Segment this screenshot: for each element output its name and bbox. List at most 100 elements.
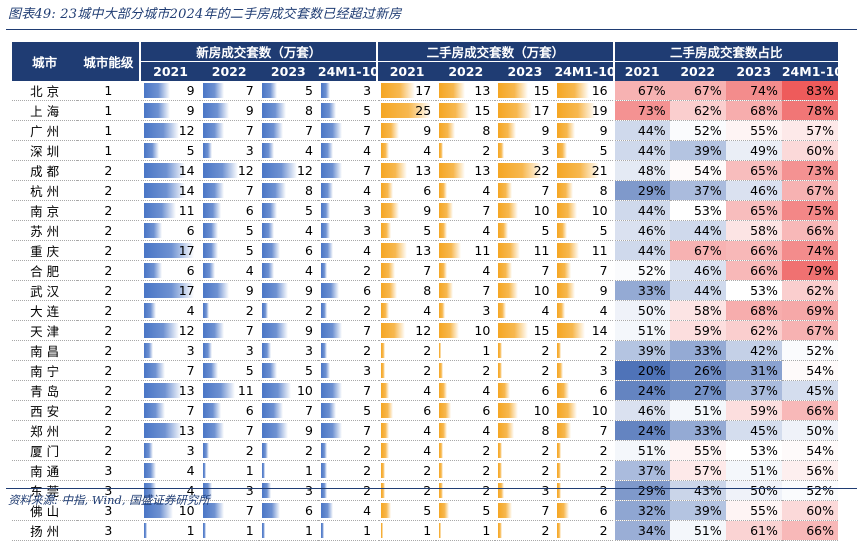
second-hand-share-cell: 52%: [781, 340, 838, 361]
new-sales-bar: [144, 283, 195, 298]
new-sales-cell: 2: [317, 340, 378, 361]
second-hand-sales-value: 7: [541, 503, 550, 518]
new-sales-cell: 2: [258, 300, 318, 321]
second-hand-sales-bar: [557, 483, 562, 498]
second-hand-share-cell: 45%: [781, 380, 838, 401]
new-sales-cell: 1: [199, 520, 259, 541]
second-hand-share-cell: 59%: [725, 400, 782, 421]
second-hand-sales-value: 4: [541, 303, 550, 318]
new-sales-value: 6: [245, 403, 254, 418]
second-hand-sales-bar: [498, 163, 543, 178]
new-sales-value: 2: [245, 303, 254, 318]
new-sales-value: 8: [304, 103, 313, 118]
second-hand-sales-bar: [381, 483, 386, 498]
second-hand-sales-value: 2: [541, 523, 550, 538]
new-sales-value: 4: [363, 183, 372, 198]
new-sales-value: 7: [304, 123, 313, 138]
second-hand-share-cell: 48%: [612, 160, 670, 181]
second-hand-share-cell: 44%: [669, 220, 726, 241]
second-hand-share-cell: 66%: [725, 260, 782, 281]
second-hand-share-cell: 46%: [612, 220, 670, 241]
second-hand-share-cell: 60%: [781, 140, 838, 161]
new-sales-bar: [202, 383, 235, 398]
new-sales-value: 3: [363, 223, 372, 238]
new-sales-bar: [320, 103, 336, 118]
new-sales-cell: 5: [317, 400, 378, 421]
second-hand-sales-cell: 2: [376, 460, 437, 481]
second-hand-sales-value: 25: [415, 103, 432, 118]
second-hand-sales-cell: 11: [495, 240, 555, 261]
second-hand-sales-value: 6: [599, 383, 608, 398]
city-name: 西安: [12, 400, 78, 421]
second-hand-sales-bar: [381, 183, 394, 198]
second-hand-sales-bar: [439, 203, 454, 218]
new-sales-bar: [144, 523, 148, 538]
new-sales-value: 2: [304, 303, 313, 318]
second-hand-sales-value: 7: [482, 283, 491, 298]
city-name: 厦门: [12, 440, 78, 461]
new-sales-value: 12: [237, 163, 254, 178]
second-hand-sales-cell: 6: [554, 380, 614, 401]
new-sales-bar: [320, 263, 327, 278]
new-sales-cell: 1: [199, 460, 259, 481]
new-sales-bar: [144, 383, 183, 398]
second-hand-share-cell: 44%: [612, 140, 670, 161]
new-sales-value: 10: [296, 383, 313, 398]
second-hand-share-cell: 44%: [669, 280, 726, 301]
second-hand-share-cell: 49%: [725, 140, 782, 161]
second-hand-sales-cell: 1: [436, 340, 496, 361]
second-hand-sales-cell: 21: [554, 160, 614, 181]
new-sales-value: 7: [363, 323, 372, 338]
header-year: 24M1-10: [781, 61, 838, 81]
new-sales-cell: 2: [317, 480, 378, 501]
new-sales-value: 4: [304, 223, 313, 238]
second-hand-sales-bar: [498, 243, 521, 258]
second-hand-share-cell: 62%: [781, 280, 838, 301]
new-sales-bar: [202, 223, 218, 238]
second-hand-sales-cell: 9: [376, 200, 437, 221]
new-sales-bar: [320, 163, 342, 178]
table-row: 西安 2 7 6 7 5 6 6 10 10 46% 51% 59% 66%: [12, 400, 838, 421]
new-sales-cell: 17: [139, 240, 200, 261]
header-year: 2023: [725, 61, 782, 81]
second-hand-sales-value: 15: [533, 83, 550, 98]
second-hand-sales-cell: 11: [554, 240, 614, 261]
second-hand-share-cell: 33%: [612, 280, 670, 301]
table-row: 佛山 3 10 7 6 4 5 5 7 6 32% 39% 55% 60%: [12, 500, 838, 521]
second-hand-sales-value: 14: [591, 323, 608, 338]
second-hand-sales-bar: [439, 163, 466, 178]
header-year: 2023: [258, 61, 318, 81]
new-sales-value: 3: [363, 203, 372, 218]
header-year: 2022: [199, 61, 259, 81]
second-hand-sales-cell: 2: [376, 480, 437, 501]
second-hand-sales-value: 9: [599, 283, 608, 298]
second-hand-share-cell: 75%: [781, 200, 838, 221]
second-hand-sales-cell: 1: [436, 520, 496, 541]
second-hand-share-cell: 62%: [669, 100, 726, 121]
second-hand-sales-value: 2: [599, 523, 608, 538]
new-sales-cell: 7: [317, 120, 378, 141]
second-hand-sales-bar: [498, 283, 519, 298]
second-hand-sales-value: 2: [423, 343, 432, 358]
new-sales-value: 7: [363, 163, 372, 178]
new-sales-value: 4: [186, 303, 195, 318]
second-hand-sales-bar: [381, 303, 390, 318]
second-hand-sales-bar: [557, 503, 570, 518]
second-hand-sales-value: 2: [423, 463, 432, 478]
second-hand-share-cell: 37%: [612, 460, 670, 481]
new-sales-cell: 5: [258, 200, 318, 221]
new-sales-value: 9: [304, 323, 313, 338]
second-hand-sales-cell: 17: [376, 81, 437, 101]
title-rule: [6, 29, 857, 30]
second-hand-sales-bar: [381, 83, 416, 98]
new-sales-bar: [320, 343, 327, 358]
second-hand-sales-bar: [498, 123, 517, 138]
city-tier: 2: [77, 180, 141, 201]
city-tier: 1: [77, 140, 141, 161]
new-sales-cell: 4: [317, 240, 378, 261]
new-sales-bar: [202, 163, 238, 178]
new-sales-bar: [320, 503, 333, 518]
new-sales-bar: [261, 343, 271, 358]
new-sales-bar: [202, 363, 218, 378]
new-sales-cell: 4: [258, 140, 318, 161]
